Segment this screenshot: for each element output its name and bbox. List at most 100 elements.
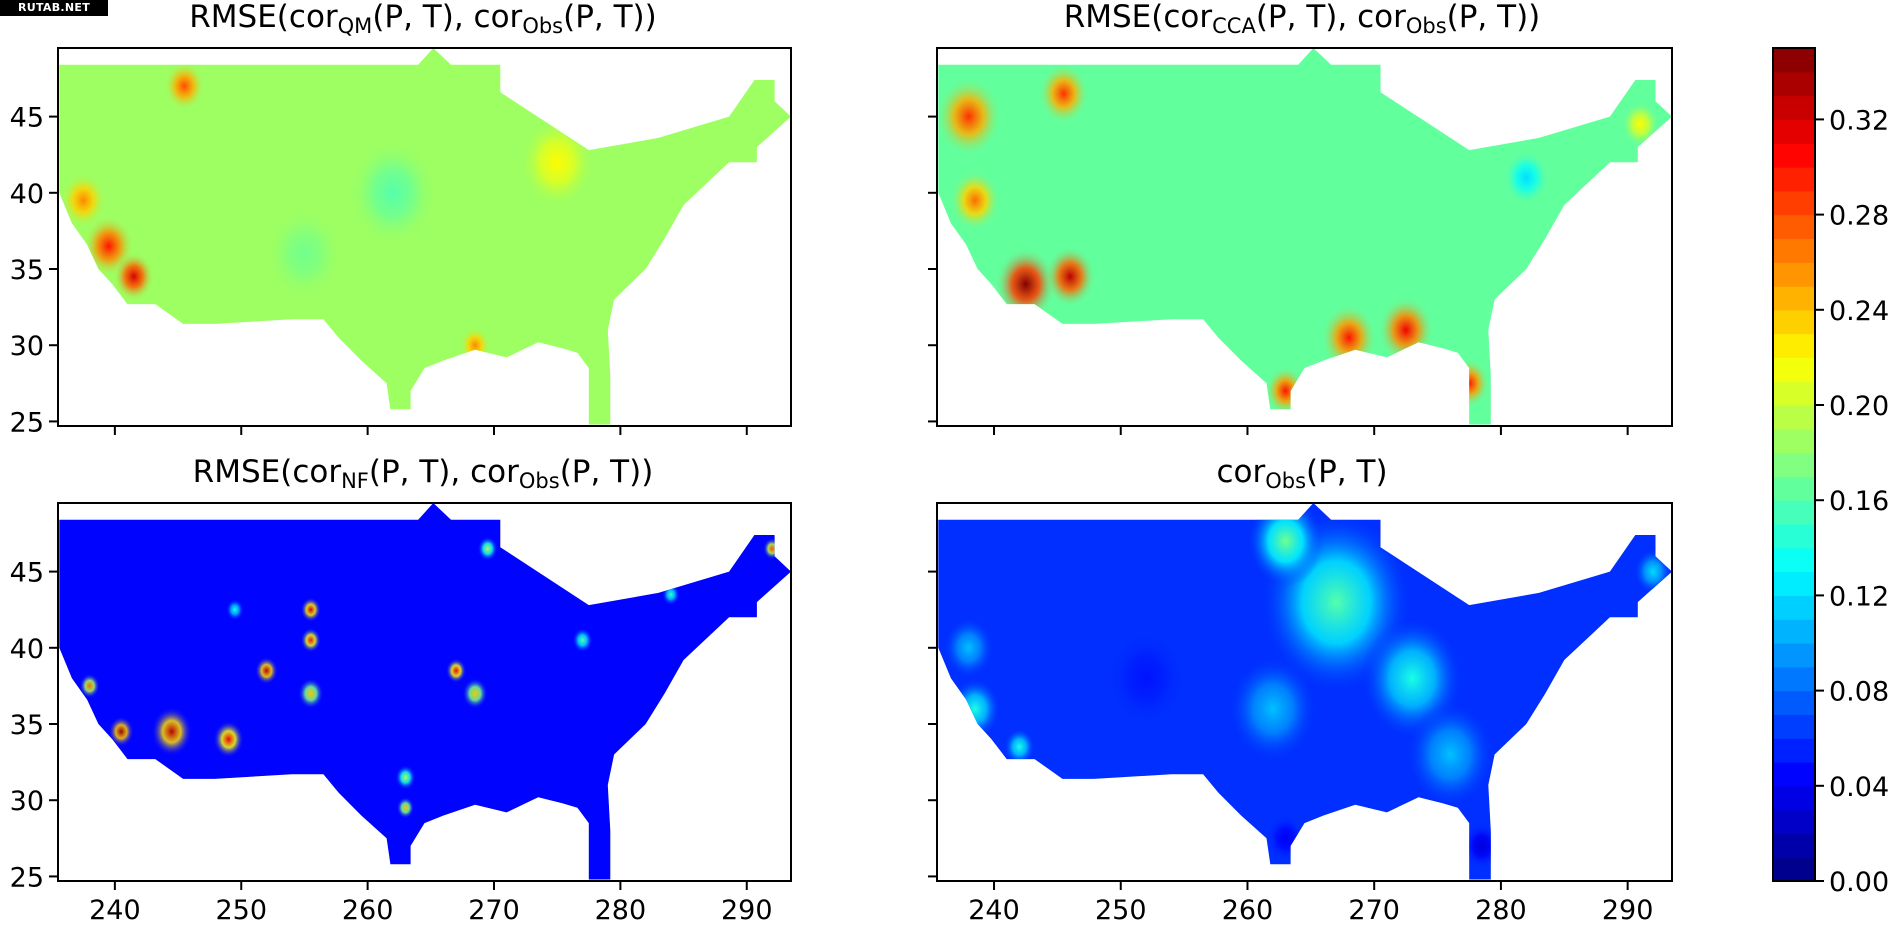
panel-2: RMSE(corNF(P, T), corObs(P, T)) 240 250 26… <box>10 454 792 926</box>
field-base <box>59 503 791 880</box>
title-text: (P, T) <box>1306 454 1388 490</box>
panel-3: corObs(P, T) 240 250 260 270 280 290 <box>928 454 1673 926</box>
field-hotspot <box>1247 503 1324 587</box>
title-subscript: Obs <box>522 14 563 38</box>
x-axis-0 <box>113 426 748 435</box>
field-hotspot <box>300 597 321 622</box>
title-subscript: QM <box>338 14 373 38</box>
y-tick-label: 30 <box>10 331 44 362</box>
colorbar-band <box>1773 262 1815 287</box>
heatmap-field-3 <box>938 503 1672 880</box>
title-subscript: Obs <box>1265 469 1306 493</box>
y-axis-1 <box>928 115 937 423</box>
x-tick-label: 280 <box>1475 895 1527 926</box>
colorbar-tick-label: 0.16 <box>1829 486 1889 517</box>
colorbar-tick-label: 0.20 <box>1829 391 1889 422</box>
field-hotspot <box>1503 150 1550 206</box>
heatmap-field-2 <box>59 503 791 880</box>
colorbar-band <box>1773 762 1815 787</box>
colorbar-band <box>1773 619 1815 644</box>
panel-0: RMSE(corQM(P, T), corObs(P, T)) 25 30 35 40… <box>10 0 792 438</box>
field-hotspot <box>995 247 1057 321</box>
plot-frame-0 <box>57 47 792 427</box>
field-hotspot <box>1044 246 1096 308</box>
field-hotspot <box>1405 701 1495 808</box>
colorbar-band <box>1773 71 1815 97</box>
colorbar-band <box>1773 167 1815 192</box>
colorbar-tick-label: 0.08 <box>1829 677 1889 708</box>
x-tick-label: 270 <box>468 895 520 926</box>
field-hotspot <box>943 617 994 679</box>
plot-frame-2 <box>57 502 792 882</box>
colorbar-band <box>1773 452 1815 477</box>
plot-frame-1 <box>936 47 1673 427</box>
colorbar-band <box>1773 333 1815 358</box>
colorbar-band <box>1773 95 1815 120</box>
field-hotspot <box>395 765 416 790</box>
title-text: RMSE(cor <box>189 0 338 35</box>
colorbar-band <box>1773 405 1815 430</box>
field-hotspot <box>213 721 244 758</box>
field-hotspot <box>1004 728 1035 766</box>
title-subscript: Obs <box>1406 14 1447 38</box>
y-tick-label: 25 <box>10 407 44 438</box>
x-tick-label: 270 <box>1348 895 1400 926</box>
y-tick-label: 40 <box>10 179 44 210</box>
colorbar-band <box>1773 690 1815 715</box>
colorbar-band <box>1773 785 1815 811</box>
y-tick-label: 40 <box>10 634 44 665</box>
field-hotspot <box>572 628 593 653</box>
colorbar-band <box>1773 119 1815 144</box>
colorbar-band <box>1773 666 1815 692</box>
colorbar-band <box>1773 857 1815 882</box>
field-hotspot <box>1265 366 1306 416</box>
colorbar-band <box>1773 524 1815 549</box>
watermark-badge: RUTAB.NET <box>0 0 108 16</box>
colorbar-frame <box>1772 47 1816 882</box>
panel-title-2: RMSE(corNF(P, T), corObs(P, T)) <box>193 454 654 493</box>
colorbar-tick-label: 0.28 <box>1829 201 1889 232</box>
field-hotspot <box>298 678 324 709</box>
x-axis-1 <box>993 426 1629 435</box>
field-hotspot <box>1462 823 1501 869</box>
field-hotspot <box>477 536 498 561</box>
title-text: (P, T)) <box>560 454 654 490</box>
field-hotspot <box>164 61 205 111</box>
field-hotspot <box>1108 632 1185 724</box>
field-hotspot <box>255 657 278 685</box>
colorbar-band <box>1773 48 1815 73</box>
colorbar-band <box>1773 833 1815 858</box>
field-hotspot <box>396 797 415 819</box>
field-hotspot <box>108 716 134 747</box>
field-hotspot <box>519 116 596 208</box>
colorbar-band <box>1773 143 1815 168</box>
x-tick-label: 280 <box>595 895 647 926</box>
field-hotspot <box>348 139 438 247</box>
colorbar-band <box>1773 476 1815 501</box>
colorbar-band <box>1773 595 1815 620</box>
y-tick-label: 35 <box>10 710 44 741</box>
x-tick-label: 290 <box>721 895 773 926</box>
field-hotspot <box>949 169 1001 231</box>
x-tick-label: 260 <box>1222 895 1274 926</box>
y-tick-label: 35 <box>10 255 44 286</box>
colorbar-band <box>1773 190 1815 216</box>
colorbar-band <box>1773 714 1815 739</box>
title-text: (P, T)) <box>1447 0 1541 35</box>
colorbar-tick-label: 0.04 <box>1829 772 1889 803</box>
x-tick-label: 250 <box>1095 895 1147 926</box>
panel-1: RMSE(corCCA(P, T), corObs(P, T)) <box>928 0 1673 435</box>
field-hotspot <box>1378 296 1434 364</box>
x-tick-label: 240 <box>968 895 1020 926</box>
heatmap-field-0 <box>59 48 791 425</box>
title-text: (P, T), cor <box>369 454 519 490</box>
panel-title-0: RMSE(corQM(P, T), corObs(P, T)) <box>189 0 657 38</box>
title-subscript: CCA <box>1212 14 1256 38</box>
field-hotspot <box>662 583 680 606</box>
colorbar-band <box>1773 286 1815 311</box>
field-hotspot <box>1634 548 1672 595</box>
field-hotspot <box>446 658 467 683</box>
field-base <box>59 48 791 425</box>
panel-title-3: corObs(P, T) <box>1216 454 1387 493</box>
